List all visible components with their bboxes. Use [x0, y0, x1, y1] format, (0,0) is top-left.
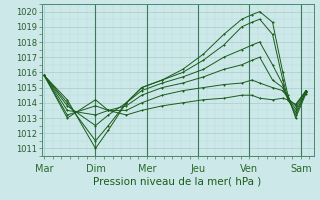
X-axis label: Pression niveau de la mer( hPa ): Pression niveau de la mer( hPa ) [93, 176, 262, 186]
